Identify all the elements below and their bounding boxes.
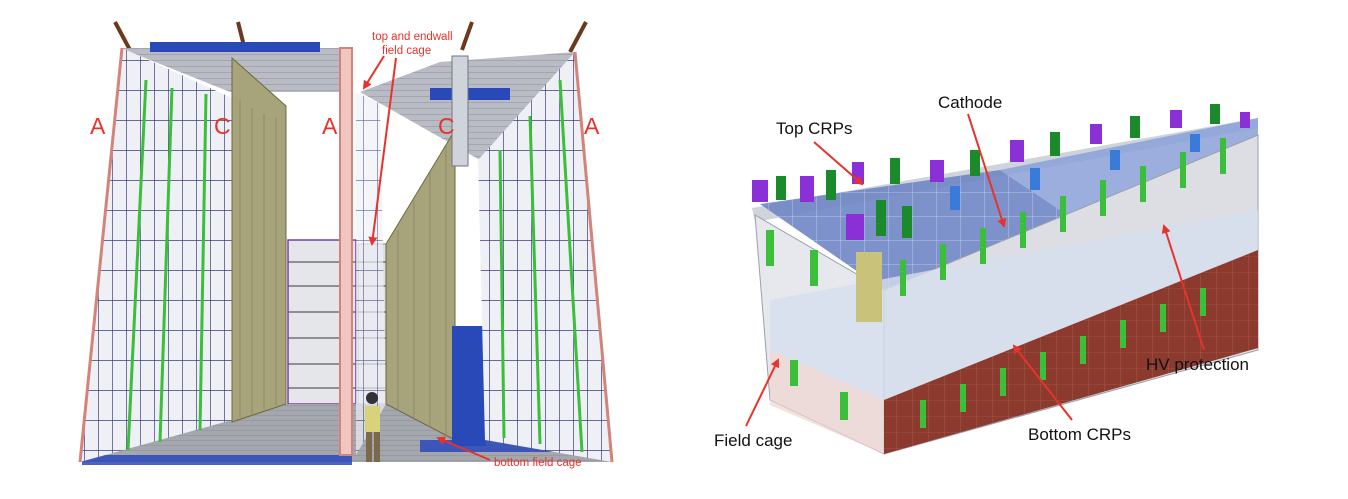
left-detector-interior: A C A C A top and endwall field cage bot…: [78, 21, 614, 469]
callout-top-line1: top and endwall: [372, 31, 453, 43]
callout-top-line2: field cage: [382, 45, 431, 57]
callout-arrow: [368, 57, 397, 246]
roof-beam: [113, 21, 132, 51]
hv-feedthrough: [451, 55, 469, 167]
anode-wall-center-face: [356, 92, 386, 455]
callout-arrow: [436, 436, 491, 461]
person-figure: [365, 392, 380, 462]
blue-panel: [82, 455, 352, 465]
field-cage-modules: [766, 138, 1226, 428]
arrow-hv-protection: [1161, 224, 1205, 351]
wall-label-cathode: C: [214, 113, 231, 139]
cathode-texture: [397, 146, 447, 436]
anode-wall-left: [80, 48, 232, 462]
wall-edge: [78, 47, 124, 463]
callout-bottom: bottom field cage: [494, 457, 582, 469]
wall-edge: [573, 51, 614, 463]
callout-arrow: [362, 55, 385, 90]
blue-panel: [150, 42, 320, 52]
blue-panel: [452, 326, 486, 446]
arrow-field-cage: [745, 358, 779, 427]
wall-label-cathode: C: [438, 113, 455, 139]
hv-protection-band: [770, 210, 1258, 400]
green-strips: [126, 79, 208, 451]
cathode-texture: [239, 100, 277, 418]
arrow-cathode: [967, 113, 1007, 228]
cathode-frame: [856, 252, 882, 322]
blue-panel: [430, 88, 510, 100]
cathode-wall-right: [385, 128, 456, 441]
label-field-cage: Field cage: [714, 431, 792, 450]
anode-wall-center: [339, 47, 353, 456]
anode-wall-right: [478, 52, 612, 462]
label-hv-protection: HV protection: [1146, 355, 1249, 374]
top-crp-chimneys: [752, 104, 1250, 240]
label-top-crps: Top CRPs: [776, 119, 853, 138]
wall-label-anode: A: [322, 113, 338, 139]
bottom-crps: [884, 250, 1258, 454]
wall-label-anode: A: [584, 113, 600, 139]
green-strips: [498, 79, 584, 453]
arrow-top-crps: [813, 141, 864, 186]
label-bottom-crps: Bottom CRPs: [1028, 425, 1131, 444]
cathode-wall-left: [231, 56, 287, 423]
bottom-crps-end: [770, 350, 884, 454]
wall-label-anode: A: [90, 113, 106, 139]
label-cathode: Cathode: [938, 93, 1002, 112]
roof-beam: [568, 21, 588, 53]
right-detector-model: Cathode Top CRPs HV protection Field cag…: [714, 93, 1259, 455]
arrow-bottom-crps: [1012, 344, 1073, 421]
roof-beam: [460, 21, 474, 51]
